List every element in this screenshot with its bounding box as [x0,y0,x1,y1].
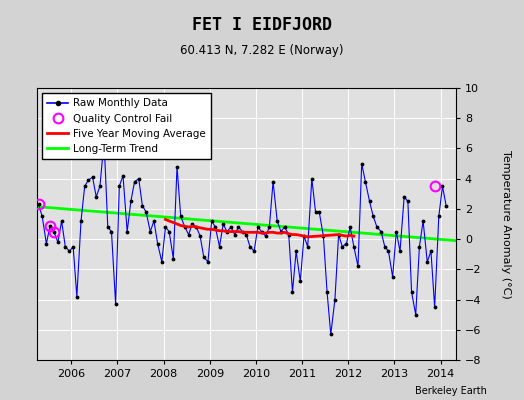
Legend: Raw Monthly Data, Quality Control Fail, Five Year Moving Average, Long-Term Tren: Raw Monthly Data, Quality Control Fail, … [42,93,211,159]
Y-axis label: Temperature Anomaly (°C): Temperature Anomaly (°C) [501,150,511,298]
Text: FET I EIDFJORD: FET I EIDFJORD [192,16,332,34]
Text: Berkeley Earth: Berkeley Earth [416,386,487,396]
Text: 60.413 N, 7.282 E (Norway): 60.413 N, 7.282 E (Norway) [180,44,344,57]
